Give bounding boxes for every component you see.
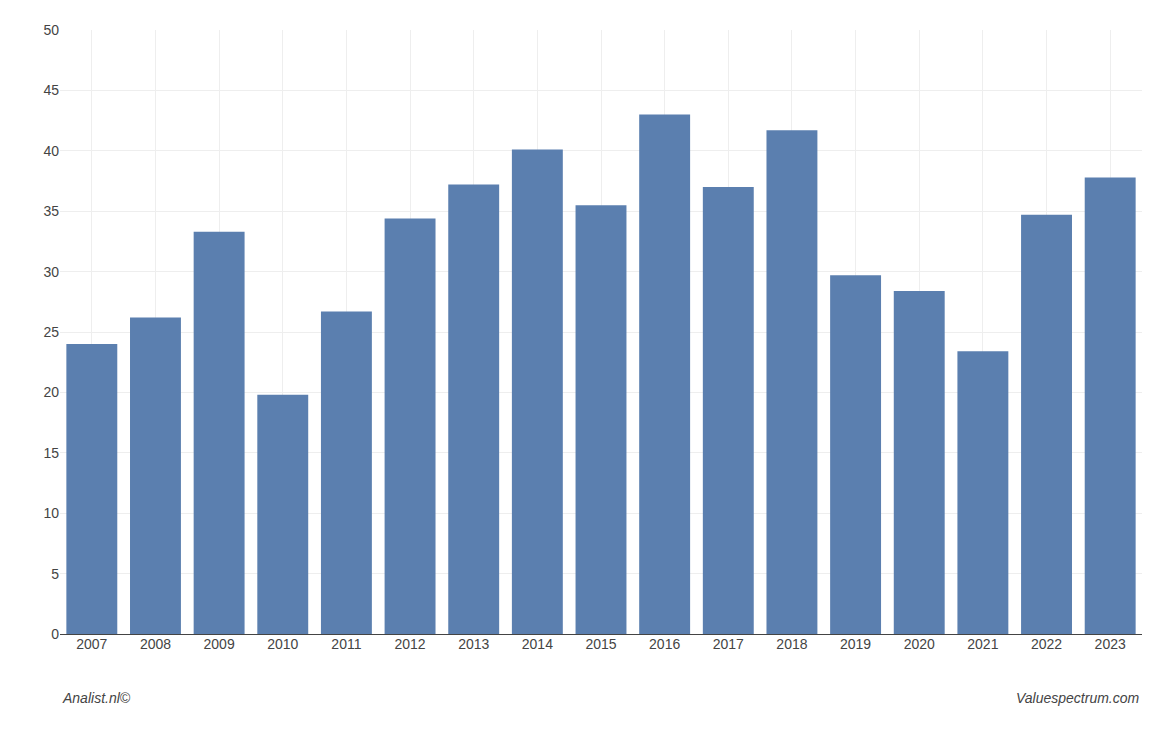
svg-text:2020: 2020 (904, 636, 935, 652)
svg-text:2022: 2022 (1031, 636, 1062, 652)
svg-text:45: 45 (43, 82, 59, 98)
svg-text:2021: 2021 (967, 636, 998, 652)
svg-text:2007: 2007 (76, 636, 107, 652)
svg-text:Valuespectrum.com: Valuespectrum.com (1016, 690, 1140, 706)
svg-text:2012: 2012 (394, 636, 425, 652)
svg-text:2013: 2013 (458, 636, 489, 652)
svg-text:2016: 2016 (649, 636, 680, 652)
svg-text:30: 30 (43, 264, 59, 280)
svg-text:2019: 2019 (840, 636, 871, 652)
svg-text:2011: 2011 (331, 636, 361, 652)
svg-text:2014: 2014 (522, 636, 553, 652)
svg-text:2015: 2015 (585, 636, 616, 652)
svg-text:20: 20 (43, 384, 59, 400)
svg-text:2017: 2017 (713, 636, 744, 652)
svg-text:35: 35 (43, 203, 59, 219)
svg-text:15: 15 (43, 445, 59, 461)
svg-text:5: 5 (51, 566, 59, 582)
svg-text:Analist.nl©: Analist.nl© (62, 690, 131, 706)
svg-text:0: 0 (51, 626, 59, 642)
svg-text:2010: 2010 (267, 636, 298, 652)
svg-text:40: 40 (43, 143, 59, 159)
svg-text:2018: 2018 (776, 636, 807, 652)
svg-text:50: 50 (43, 22, 59, 38)
svg-text:25: 25 (43, 324, 59, 340)
svg-text:10: 10 (43, 505, 59, 521)
svg-text:2009: 2009 (204, 636, 235, 652)
svg-text:2008: 2008 (140, 636, 171, 652)
svg-text:2023: 2023 (1095, 636, 1126, 652)
